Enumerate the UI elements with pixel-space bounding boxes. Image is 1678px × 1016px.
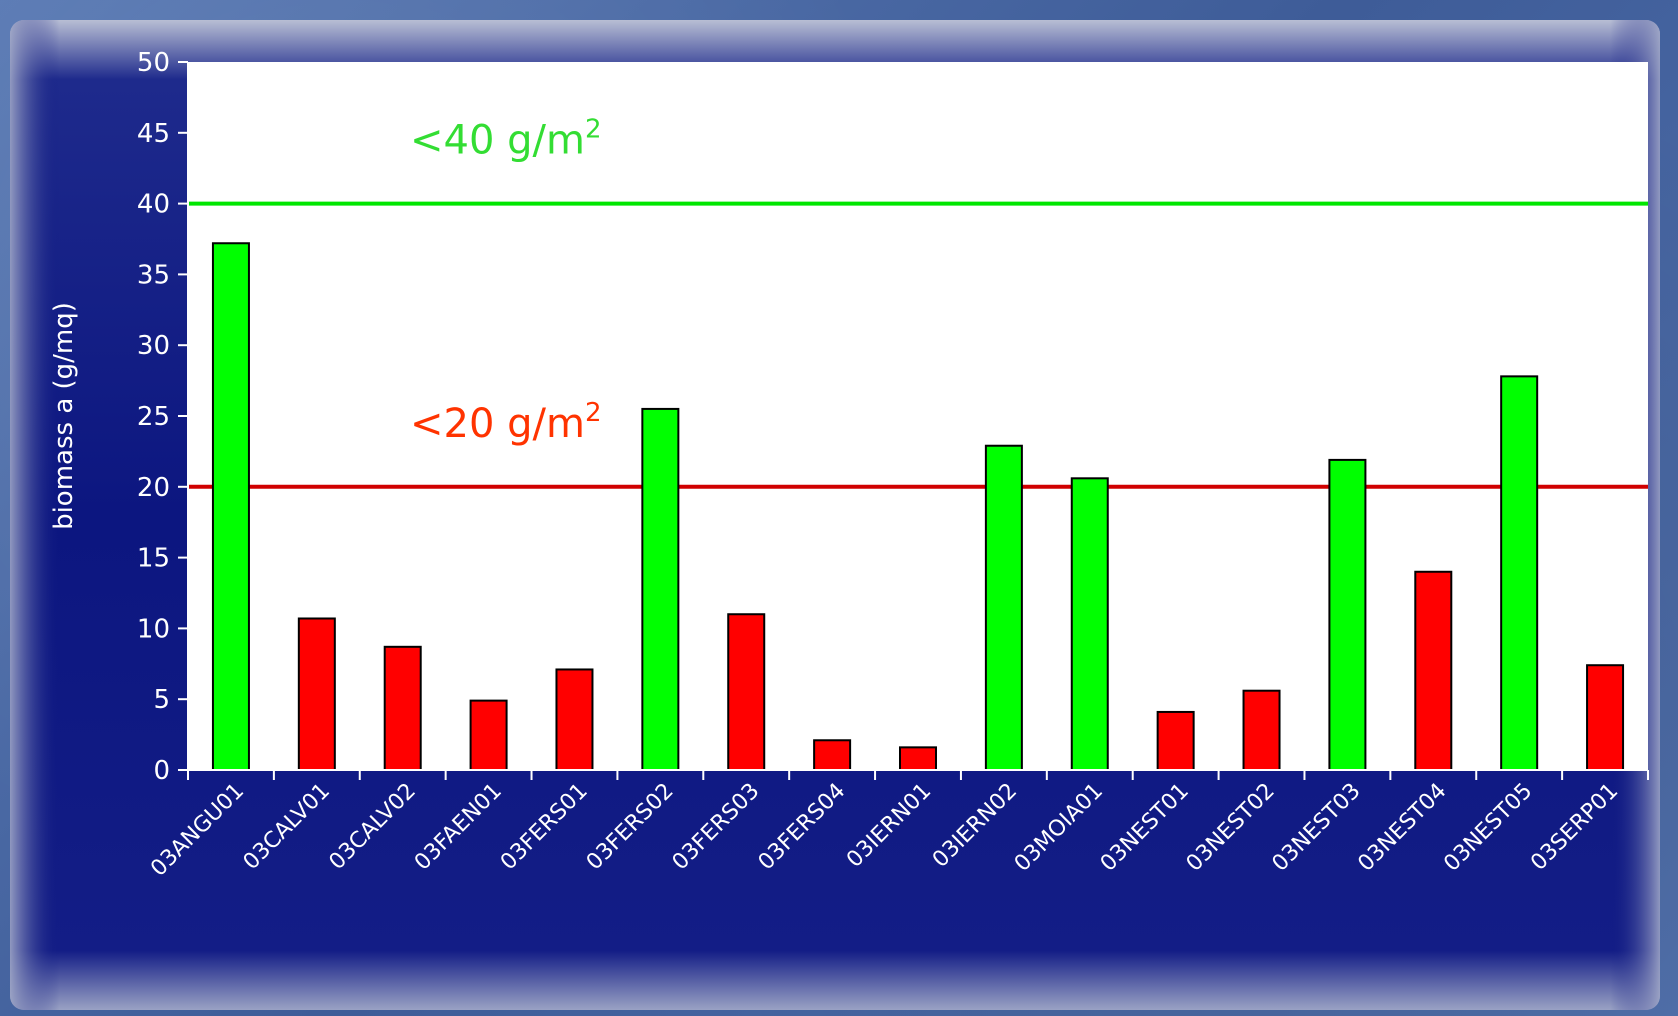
y-tick-label-0: 0 [153,756,170,786]
bar-03NEST05 [1500,375,1539,771]
bar-03FERS02 [641,407,680,771]
y-axis-title: biomass a (g/mq) [49,302,79,530]
bar-03NEST01 [1156,710,1195,771]
bar-03FERS03 [727,613,766,771]
threshold-lines [188,201,1648,489]
threshold-label-20: <20 g/m2 [410,398,602,447]
y-tick-label-5: 5 [153,685,170,715]
y-tick-label-30: 30 [137,331,170,361]
bar-03ANGU01 [211,242,250,772]
bar-03NEST02 [1242,689,1281,771]
y-tick-label-20: 20 [137,473,170,503]
bar-03IERN02 [984,444,1023,771]
bar-03NEST03 [1328,458,1367,771]
y-tick-label-40: 40 [137,190,170,220]
bar-03NEST04 [1414,570,1453,772]
bar-03FERS01 [555,668,594,771]
bar-03SERP01 [1586,664,1625,771]
y-tick-label-45: 45 [137,119,170,149]
y-tick-label-50: 50 [137,48,170,78]
y-tick-label-25: 25 [137,402,170,432]
threshold-labels: <40 g/m2 <20 g/m2 [410,115,602,447]
y-tick-label-35: 35 [137,260,170,290]
bar-03FAEN01 [469,699,508,772]
bar-03MOIA01 [1070,477,1109,771]
plot-area [188,62,1648,770]
threshold-label-40: <40 g/m2 [410,115,602,164]
bar-03CALV02 [383,645,422,771]
bar-03CALV01 [297,617,336,771]
y-tick-label-10: 10 [137,614,170,644]
bar-03IERN01 [899,746,937,771]
bar-03FERS04 [813,739,852,771]
y-tick-label-15: 15 [137,544,170,574]
